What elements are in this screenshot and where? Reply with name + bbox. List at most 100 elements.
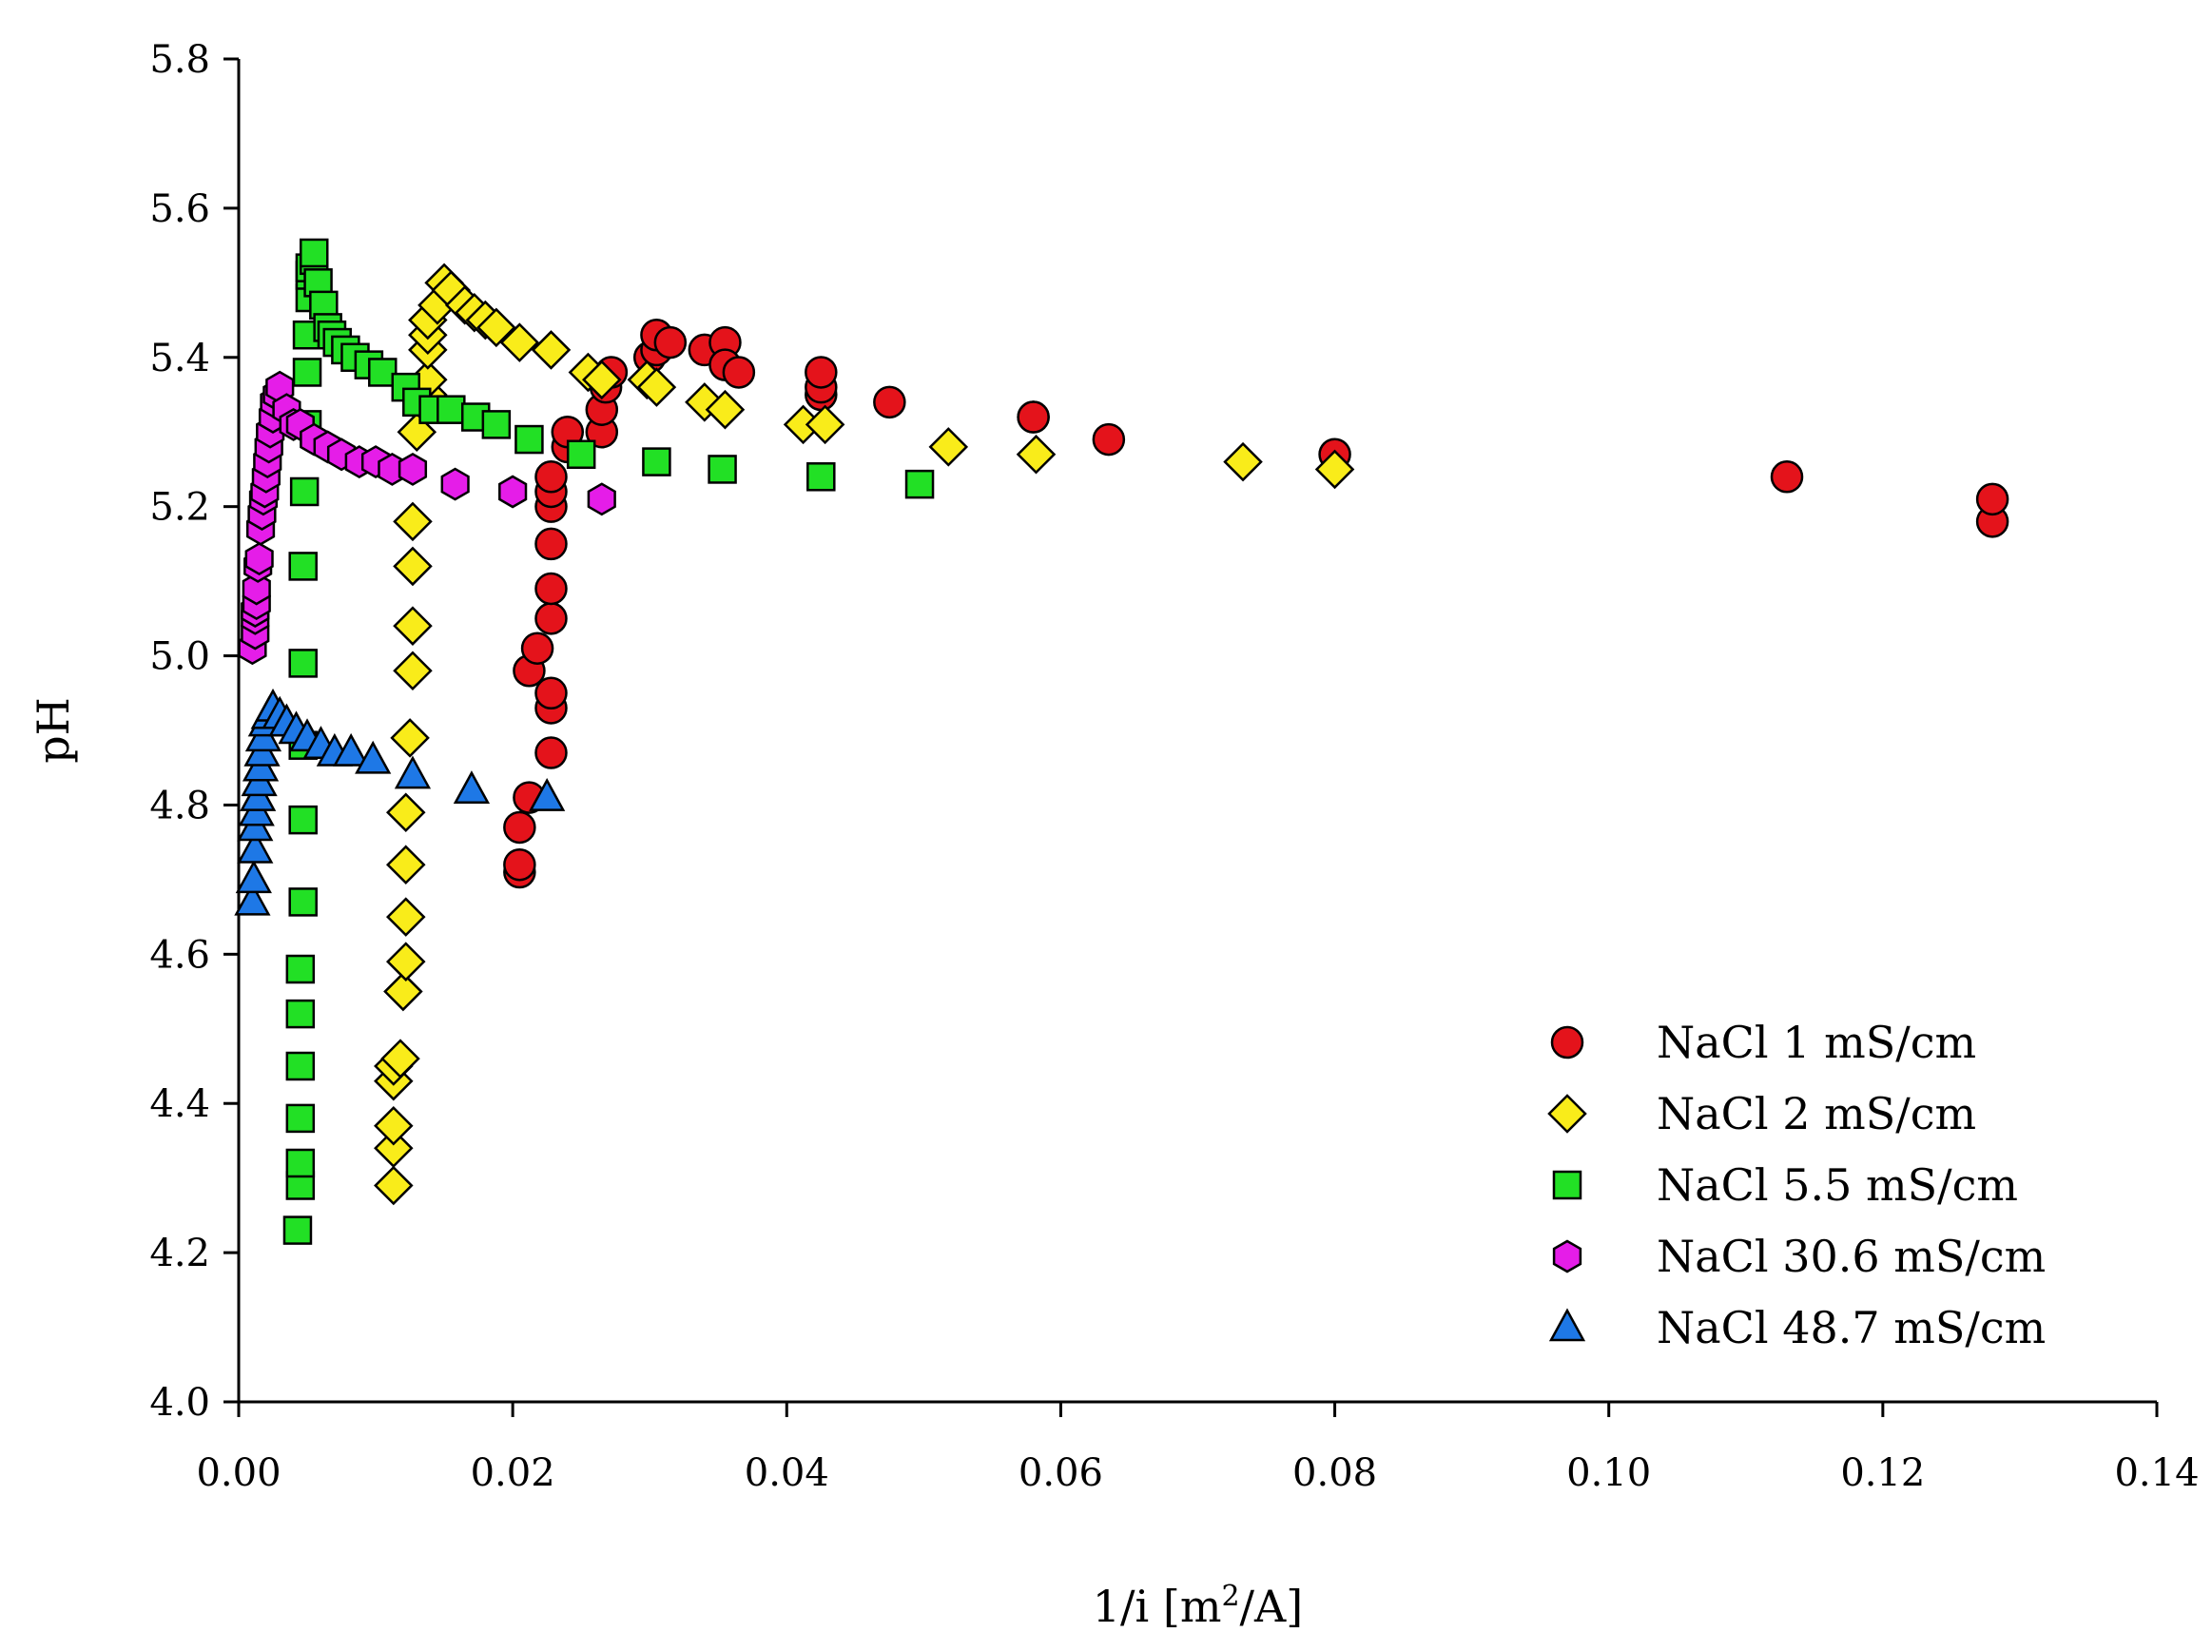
data-point-circle bbox=[503, 847, 536, 882]
x-axis-title-main: 1/i [m bbox=[1093, 1581, 1222, 1632]
x-tick-label: 0.10 bbox=[1566, 1451, 1651, 1495]
y-tick-label: 4.4 bbox=[149, 1082, 210, 1126]
legend-label: NaCl 2 mS/cm bbox=[1657, 1088, 1976, 1139]
data-point-circle bbox=[1017, 400, 1050, 434]
x-tick-label: 0.00 bbox=[196, 1451, 281, 1495]
data-point-circle bbox=[653, 325, 688, 360]
x-tick-label: 0.06 bbox=[1019, 1451, 1103, 1495]
x-axis-ticks: 0.00 0.02 0.04 0.06 0.08 0.10 0.12 0.14 bbox=[196, 1402, 2200, 1495]
data-point-diamond bbox=[1314, 449, 1355, 490]
y-tick-label: 5.4 bbox=[149, 337, 210, 380]
data-point-diamond bbox=[393, 546, 433, 587]
axes: 4.04.24.44.64.85.05.25.45.65.8 0.00 0.02 0… bbox=[149, 38, 2199, 1495]
data-point-square bbox=[292, 358, 322, 387]
data-point-square bbox=[299, 238, 329, 268]
data-point-square bbox=[904, 469, 935, 499]
data-point-triangle bbox=[394, 755, 432, 789]
y-axis-title: pH bbox=[28, 697, 79, 764]
y-tick-label: 5.6 bbox=[149, 187, 210, 231]
data-point-circle bbox=[1770, 460, 1804, 494]
y-tick-label: 5.2 bbox=[149, 486, 210, 530]
data-point-diamond bbox=[582, 360, 622, 400]
legend-marker-diamond bbox=[1547, 1094, 1587, 1134]
data-point-diamond bbox=[383, 971, 423, 1012]
data-point-square bbox=[285, 999, 316, 1029]
data-point-diamond bbox=[705, 389, 746, 430]
data-point-diamond bbox=[385, 792, 426, 833]
data-point-hexagon bbox=[398, 452, 428, 486]
data-point-diamond bbox=[385, 845, 426, 884]
y-tick-label: 5.0 bbox=[149, 635, 210, 679]
data-point-diamond bbox=[1223, 441, 1263, 482]
series-4 bbox=[238, 370, 616, 666]
data-point-square bbox=[285, 1148, 316, 1178]
x-tick-label: 0.02 bbox=[471, 1451, 555, 1495]
data-point-circle bbox=[1975, 482, 2009, 516]
y-tick-label: 4.2 bbox=[149, 1232, 210, 1275]
legend-marker-triangle bbox=[1548, 1308, 1586, 1342]
data-point-triangle bbox=[237, 829, 274, 864]
data-point-diamond bbox=[393, 606, 433, 646]
data-point-hexagon bbox=[498, 475, 528, 509]
y-tick-label: 4.6 bbox=[149, 933, 210, 977]
data-point-square bbox=[514, 424, 544, 455]
x-axis-title-superscript: 2 bbox=[1221, 1580, 1239, 1613]
data-point-circle bbox=[520, 632, 554, 665]
data-point-triangle bbox=[529, 778, 566, 811]
data-point-square bbox=[566, 439, 596, 470]
legend-marker-hexagon bbox=[1552, 1239, 1582, 1273]
data-point-diamond bbox=[374, 1165, 414, 1206]
x-tick-label: 0.04 bbox=[745, 1451, 829, 1495]
data-point-square bbox=[285, 954, 316, 984]
data-point-square bbox=[288, 887, 318, 917]
data-point-square bbox=[642, 447, 671, 476]
data-point-diamond bbox=[531, 330, 572, 370]
series-5 bbox=[234, 688, 566, 916]
data-point-circle bbox=[805, 356, 838, 389]
x-tick-label: 0.14 bbox=[2114, 1451, 2199, 1495]
data-point-circle bbox=[534, 527, 568, 561]
data-point-hexagon bbox=[587, 482, 616, 516]
y-tick-label: 4.8 bbox=[149, 784, 210, 827]
data-point-diamond bbox=[374, 1128, 414, 1169]
data-point-diamond bbox=[476, 307, 516, 348]
data-point-hexagon bbox=[242, 572, 271, 606]
data-point-circle bbox=[534, 572, 568, 606]
data-point-triangle bbox=[234, 882, 271, 916]
data-point-diamond bbox=[385, 897, 426, 937]
data-point-diamond bbox=[499, 322, 540, 362]
legend-label: NaCl 48.7 mS/cm bbox=[1657, 1302, 2046, 1353]
data-point-square bbox=[282, 1215, 313, 1245]
data-point-square bbox=[708, 455, 737, 484]
data-point-square bbox=[806, 462, 836, 492]
data-point-triangle bbox=[235, 860, 272, 894]
legend-marker-circle bbox=[1550, 1025, 1584, 1059]
data-point-circle bbox=[534, 736, 568, 769]
data-point-circle bbox=[503, 810, 536, 845]
y-axis-ticks: 4.0 4.2 4.4 4.6 4.8 5.0 5.2 5.4 5.6 5.8 bbox=[149, 38, 239, 1425]
data-point-circle bbox=[534, 460, 568, 494]
data-point-hexagon bbox=[440, 467, 470, 501]
data-point-diamond bbox=[805, 404, 845, 445]
data-point-circle bbox=[722, 356, 756, 389]
data-point-square bbox=[481, 410, 512, 439]
x-axis-title-end: /A] bbox=[1240, 1581, 1304, 1632]
data-point-diamond bbox=[374, 1105, 414, 1146]
data-point-diamond bbox=[385, 942, 426, 981]
data-point-square bbox=[437, 395, 466, 424]
data-point-triangle bbox=[453, 770, 491, 805]
data-point-circle bbox=[534, 676, 568, 710]
data-point-circle bbox=[534, 602, 568, 635]
data-point-diamond bbox=[390, 718, 430, 758]
data-point-square bbox=[285, 1051, 316, 1081]
legend-label: NaCl 1 mS/cm bbox=[1657, 1017, 1976, 1068]
series-2 bbox=[374, 262, 1355, 1206]
data-point-diamond bbox=[393, 501, 433, 542]
data-point-diamond bbox=[1016, 434, 1057, 475]
data-point-square bbox=[288, 552, 318, 581]
data-point-square bbox=[288, 805, 318, 835]
legend-label: NaCl 30.6 mS/cm bbox=[1657, 1231, 2046, 1282]
data-point-triangle bbox=[355, 740, 392, 774]
legend-marker-square bbox=[1552, 1170, 1582, 1200]
